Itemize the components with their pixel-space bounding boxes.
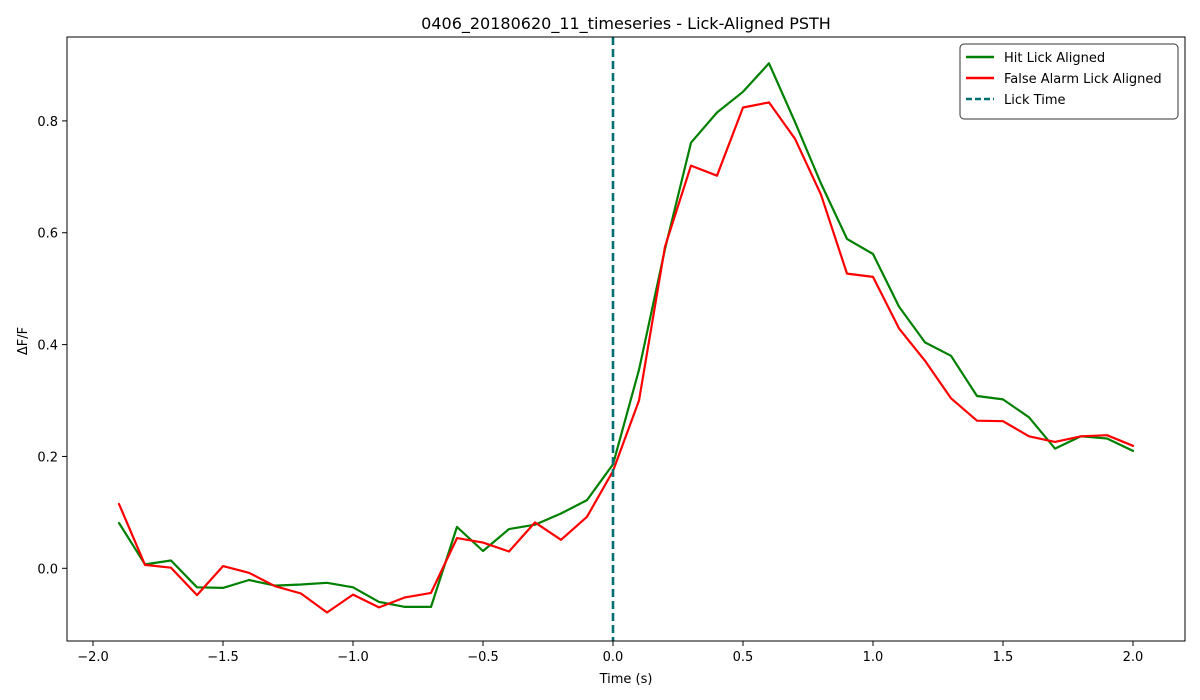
legend-label-1: Hit Lick Aligned xyxy=(1004,51,1105,66)
series-line-2 xyxy=(117,101,1135,614)
x-tick-label: −1.0 xyxy=(337,650,369,665)
y-tick-label: 0.8 xyxy=(37,115,58,130)
axes-frame xyxy=(66,36,1186,642)
chart-title: 0406_20180620_11_timeseries - Lick-Align… xyxy=(421,14,831,34)
legend-label-3: Lick Time xyxy=(1004,93,1065,108)
legend-box xyxy=(959,43,1179,120)
x-tick-label: 1.0 xyxy=(863,650,884,665)
x-tick-label: −0.5 xyxy=(467,650,499,665)
y-tick-label: 0.4 xyxy=(37,339,58,354)
y-tick-label: 0.0 xyxy=(37,562,58,577)
x-tick-label: −1.5 xyxy=(207,650,239,665)
x-axis-label: Time (s) xyxy=(599,672,653,687)
x-tick-label: 0.0 xyxy=(603,650,624,665)
x-tick-label: 0.5 xyxy=(733,650,754,665)
y-tick-label: 0.2 xyxy=(37,450,58,465)
x-tick-label: 2.0 xyxy=(1123,650,1144,665)
x-tick-label: −2.0 xyxy=(77,650,109,665)
plot-area xyxy=(66,36,1186,642)
axis-ticks: −2.0 −1.5 −1.0 −0.5 0.0 0.5 1.0 1.5 2.0 0.0 0.2 0.4… xyxy=(37,115,1143,665)
y-axis-label: ΔF/F xyxy=(16,327,31,355)
legend: Hit Lick Aligned False Alarm Lick Aligned… xyxy=(959,43,1179,120)
series-line-1 xyxy=(117,62,1135,609)
y-tick-label: 0.6 xyxy=(37,227,58,242)
legend-label-2: False Alarm Lick Aligned xyxy=(1004,72,1162,87)
x-tick-label: 1.5 xyxy=(993,650,1014,665)
